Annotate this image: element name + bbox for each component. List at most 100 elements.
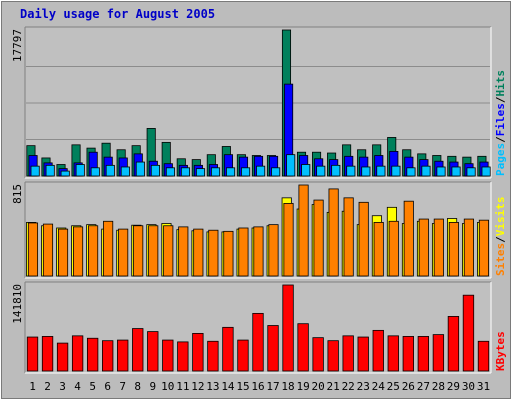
panel-2: 815 Sites/Visits: [11, 181, 507, 279]
bar-pages-day-25: [391, 165, 401, 177]
legend-sites: Sites: [494, 243, 507, 276]
bar-sites-day-29: [448, 221, 459, 277]
bar-pages-day-17: [271, 167, 281, 177]
bar-pages-day-8: [135, 161, 145, 177]
day-label-25: 25: [387, 380, 400, 393]
day-label-28: 28: [432, 380, 445, 393]
bar-sites-day-23: [358, 201, 369, 277]
bar-sites-day-22: [343, 197, 354, 277]
bar-kbytes-day-29: [447, 316, 460, 372]
day-labels: 1 2 3 4 5 6 7 8 9 10 11 12 13 14 15 16 17 18 19 20 21 22 23 24 2…: [29, 380, 490, 393]
bar-kbytes-day-22: [342, 335, 354, 372]
bar-sites-day-24: [373, 221, 384, 277]
day-label-15: 15: [236, 380, 249, 393]
bar-sites-day-18: [283, 203, 294, 277]
bar-kbytes-day-21: [327, 340, 339, 372]
day-label-31: 31: [477, 380, 490, 393]
legend-kbytes: KBytes: [494, 331, 507, 371]
bar-sites-day-27: [418, 218, 429, 277]
bar-sites-day-15: [238, 227, 249, 277]
day-label-29: 29: [447, 380, 460, 393]
panel-max-label: 815: [11, 184, 24, 204]
series-pages: [30, 154, 491, 177]
bar-kbytes-day-17: [267, 325, 279, 372]
legend-separator: /: [494, 236, 507, 243]
bar-pages-day-11: [180, 167, 191, 177]
bar-kbytes-day-18: [282, 284, 294, 372]
bar-pages-day-16: [256, 165, 266, 177]
bar-sites-day-2: [42, 223, 54, 277]
bar-pages-day-24: [376, 165, 386, 177]
bar-kbytes-day-10: [162, 339, 174, 372]
day-label-17: 17: [266, 380, 279, 393]
panel-3: 141810 KBytes: [11, 281, 507, 374]
day-label-22: 22: [342, 380, 355, 393]
bar-pages-day-13: [210, 167, 221, 177]
bar-sites-day-14: [223, 230, 234, 277]
bar-sites-day-20: [313, 199, 324, 277]
day-label-11: 11: [176, 380, 189, 393]
bar-pages-day-4: [75, 164, 85, 177]
bar-kbytes-day-11: [177, 341, 189, 372]
bar-sites-day-8: [133, 225, 144, 277]
usage-chart: Daily usage for August 2005 17797 Pages / F…: [11, 7, 507, 393]
bar-pages-day-7: [120, 166, 130, 177]
bar-kbytes-day-24: [372, 329, 384, 372]
bar-kbytes-day-25: [387, 335, 399, 372]
bar-pages-day-30: [466, 167, 476, 177]
bar-pages-day-31: [481, 166, 491, 177]
bar-sites-day-5: [88, 225, 99, 277]
day-label-24: 24: [372, 380, 386, 393]
bar-sites-day-11: [178, 226, 189, 277]
bar-pages-day-1: [30, 165, 40, 177]
bar-kbytes-day-5: [86, 337, 99, 372]
bar-pages-day-3: [60, 170, 70, 177]
panel-max-label: 17797: [11, 29, 24, 62]
bar-sites-day-9: [148, 225, 159, 277]
legend-files: Files: [494, 103, 507, 136]
bar-kbytes-day-1: [26, 336, 39, 372]
bar-pages-day-27: [421, 165, 431, 177]
bar-kbytes-day-2: [41, 336, 54, 372]
bar-pages-day-5: [90, 167, 100, 177]
day-label-14: 14: [221, 380, 235, 393]
bar-pages-day-26: [406, 167, 416, 177]
bar-kbytes-day-27: [417, 336, 430, 372]
bar-sites-day-12: [193, 228, 204, 277]
bar-sites-day-3: [57, 228, 69, 277]
day-label-13: 13: [206, 380, 219, 393]
bar-pages-day-29: [451, 166, 461, 177]
bar-kbytes-day-4: [71, 335, 84, 372]
bar-kbytes-day-23: [357, 336, 369, 372]
bar-kbytes-day-31: [477, 340, 490, 372]
bar-pages-day-21: [331, 164, 341, 177]
day-label-12: 12: [191, 380, 204, 393]
bar-sites-day-28: [433, 218, 444, 277]
bar-kbytes-day-8: [132, 328, 144, 372]
bar-sites-day-10: [163, 225, 174, 277]
legend-pages: Pages: [494, 143, 507, 176]
day-label-4: 4: [74, 380, 81, 393]
day-label-5: 5: [89, 380, 96, 393]
legend-hits: Hits: [494, 70, 507, 97]
chart-title: Daily usage for August 2005: [20, 7, 215, 21]
bar-kbytes-day-7: [117, 339, 129, 372]
bar-kbytes-day-28: [432, 334, 445, 372]
day-label-1: 1: [29, 380, 36, 393]
bar-sites-day-17: [268, 224, 279, 277]
day-label-9: 9: [149, 380, 156, 393]
day-label-19: 19: [296, 380, 309, 393]
bar-kbytes-day-30: [462, 294, 475, 372]
day-label-6: 6: [104, 380, 111, 393]
day-label-18: 18: [281, 380, 294, 393]
bar-kbytes-day-13: [207, 340, 219, 372]
bar-sites-day-1: [27, 222, 39, 277]
day-label-8: 8: [134, 380, 141, 393]
day-label-10: 10: [161, 380, 174, 393]
bar-sites-day-6: [103, 220, 114, 277]
bar-kbytes-day-12: [192, 332, 204, 372]
bar-kbytes-day-15: [237, 339, 249, 372]
series-kbytes: [26, 284, 490, 372]
